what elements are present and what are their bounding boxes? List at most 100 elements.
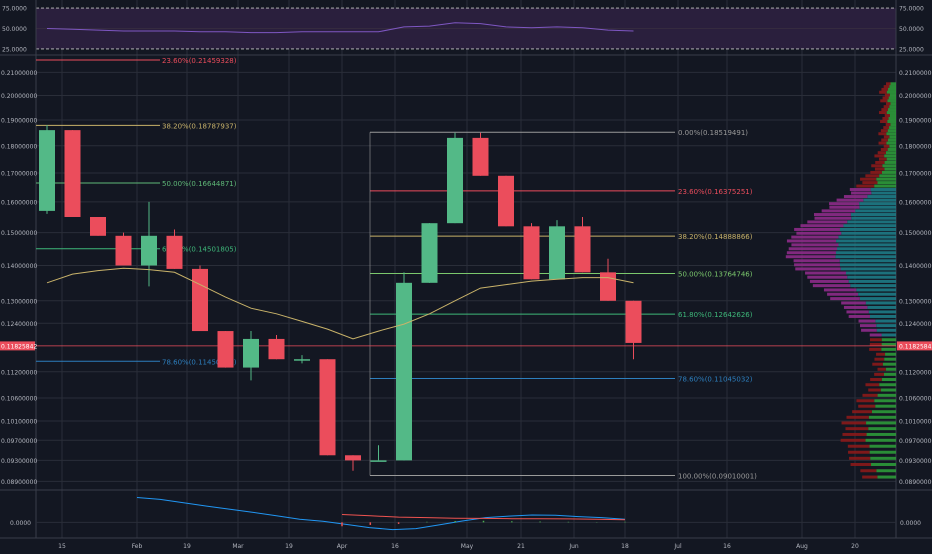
volume-profile-bar bbox=[883, 85, 890, 89]
price-axis-label-left: 0.19000000 bbox=[1, 117, 37, 124]
time-axis-label: Jul bbox=[673, 543, 682, 550]
volume-profile-bar bbox=[843, 195, 868, 199]
volume-profile-bar bbox=[874, 167, 885, 171]
volume-profile-bar bbox=[786, 239, 837, 243]
time-axis-label: 19 bbox=[183, 543, 191, 550]
volume-profile-bar bbox=[871, 164, 883, 168]
price-axis-label-left: 0.10600000 bbox=[1, 396, 37, 403]
volume-profile-bar bbox=[878, 157, 887, 161]
volume-profile-bar bbox=[887, 108, 896, 112]
volume-profile-bar bbox=[807, 220, 848, 224]
volume-profile-bar bbox=[839, 227, 896, 231]
volume-profile-bar bbox=[888, 116, 896, 120]
volume-profile-bar bbox=[827, 292, 859, 296]
volume-profile-bar bbox=[869, 450, 896, 454]
volume-profile-bar bbox=[870, 188, 896, 192]
volume-profile-bar bbox=[868, 427, 896, 431]
candle-body bbox=[141, 235, 157, 266]
volume-profile-bar bbox=[814, 213, 851, 217]
price-axis-label-left: 0.13000000 bbox=[1, 298, 37, 305]
rsi-axis-label-left: 25.0000 bbox=[2, 46, 27, 53]
volume-profile-bar bbox=[889, 93, 896, 97]
volume-profile-bar bbox=[889, 126, 896, 130]
price-axis-label-left: 0.20000000 bbox=[1, 93, 37, 100]
fib-right-label: 61.80%(0.12642626) bbox=[678, 311, 753, 319]
price-axis-label-right: 0.11200000 bbox=[899, 369, 932, 376]
candle-body bbox=[396, 282, 412, 461]
price-axis-label-left: 0.18000000 bbox=[1, 143, 37, 150]
volume-profile-bar bbox=[861, 328, 877, 332]
volume-profile-bar bbox=[865, 174, 880, 178]
volume-profile-bar bbox=[821, 209, 856, 213]
volume-profile-bar bbox=[850, 284, 896, 288]
volume-profile-bar bbox=[877, 181, 896, 185]
volume-profile-bar bbox=[871, 191, 896, 195]
candle-body bbox=[192, 268, 208, 332]
volume-profile-bar bbox=[876, 177, 896, 181]
rsi-axis-label-right: 75.0000 bbox=[899, 6, 924, 13]
volume-profile-bar bbox=[878, 132, 887, 136]
candle-body bbox=[90, 216, 106, 236]
price-axis-label-right: 0.09300000 bbox=[899, 458, 932, 465]
volume-profile-bar bbox=[874, 357, 885, 361]
volume-profile-bar bbox=[885, 352, 896, 356]
volume-profile-bar bbox=[869, 338, 882, 342]
volume-profile-bar bbox=[883, 126, 890, 130]
volume-profile-bar bbox=[859, 297, 896, 301]
volume-profile-bar bbox=[840, 267, 896, 271]
current-price-label-right: 0.11825842 bbox=[899, 343, 932, 350]
fib-left-label: 78.60%(0.11450660) bbox=[162, 358, 237, 366]
volume-profile-bar bbox=[867, 305, 896, 309]
candle-body bbox=[574, 226, 591, 273]
price-axis-label-right: 0.18000000 bbox=[899, 143, 932, 150]
volume-profile-bar bbox=[848, 279, 896, 283]
volume-profile-bar bbox=[850, 462, 872, 466]
volume-profile-bar bbox=[887, 120, 896, 124]
volume-profile-bar bbox=[880, 388, 896, 392]
time-axis-label: 16 bbox=[723, 543, 731, 550]
volume-profile-bar bbox=[888, 96, 896, 100]
volume-profile-bar bbox=[865, 383, 880, 387]
volume-profile-bar bbox=[860, 177, 877, 181]
volume-profile-bar bbox=[869, 343, 882, 347]
volume-profile-bar bbox=[870, 170, 882, 174]
volume-profile-bar bbox=[874, 184, 896, 188]
volume-profile-bar bbox=[863, 198, 896, 202]
volume-profile-bar bbox=[838, 243, 896, 247]
volume-profile-bar bbox=[885, 367, 896, 371]
volume-profile-bar bbox=[875, 319, 896, 323]
candle-body bbox=[39, 130, 55, 211]
time-axis-label: 18 bbox=[621, 543, 629, 550]
volume-profile-bar bbox=[875, 404, 896, 408]
volume-profile-bar bbox=[850, 213, 896, 217]
volume-profile-bar bbox=[883, 135, 890, 139]
volume-profile-bar bbox=[883, 105, 890, 109]
volume-profile-bar bbox=[814, 216, 852, 220]
volume-profile-bar bbox=[843, 305, 868, 309]
volume-profile-bar bbox=[871, 410, 896, 414]
price-axis-label-right: 0.08900000 bbox=[899, 479, 932, 486]
volume-profile-bar bbox=[862, 475, 878, 479]
volume-profile-bar bbox=[847, 275, 896, 279]
volume-profile-bar bbox=[874, 399, 896, 403]
volume-profile-bar bbox=[794, 227, 840, 231]
volume-profile-bar bbox=[869, 444, 896, 448]
price-axis-label-left: 0.11200000 bbox=[1, 369, 37, 376]
volume-profile-bar bbox=[884, 167, 896, 171]
volume-profile-bar bbox=[876, 328, 896, 332]
candle-body bbox=[472, 137, 489, 176]
volume-profile-bar bbox=[889, 105, 896, 109]
volume-profile-bar bbox=[887, 129, 896, 133]
price-axis-label-left: 0.15000000 bbox=[1, 230, 37, 237]
volume-profile-bar bbox=[878, 141, 887, 145]
price-axis-label-left: 0.09300000 bbox=[1, 458, 37, 465]
macd-line bbox=[136, 497, 626, 531]
candle-body bbox=[625, 300, 642, 343]
volume-profile-bar bbox=[795, 267, 841, 271]
candle-body bbox=[523, 226, 540, 280]
volume-profile-bar bbox=[788, 247, 837, 251]
volume-profile-bar bbox=[856, 399, 875, 403]
volume-profile-bar bbox=[889, 135, 896, 139]
